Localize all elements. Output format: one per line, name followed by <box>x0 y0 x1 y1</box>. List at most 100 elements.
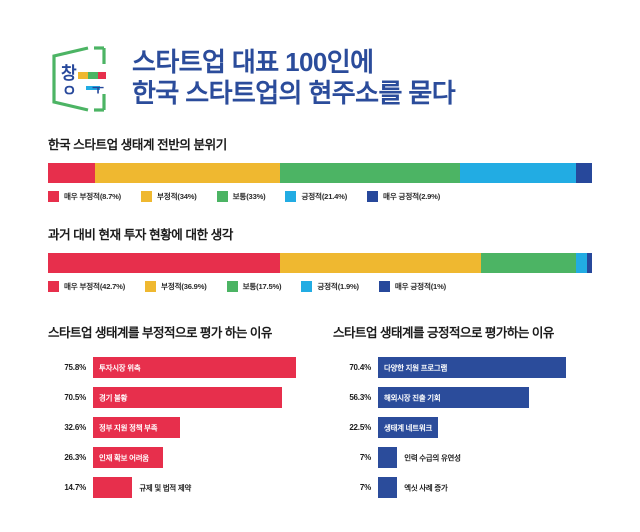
bar-fill <box>93 477 133 498</box>
bar-value-label: 22.5% <box>349 423 371 432</box>
svg-text:ㅇ: ㅇ <box>62 83 77 100</box>
bar-category-label: 투자시장 위축 <box>99 363 141 372</box>
legend-swatch-icon <box>141 191 153 202</box>
legend-item: 매우 부정적(42.7%) <box>48 281 125 292</box>
bar-track: 인력 수급의 유연성 <box>378 447 592 468</box>
bar-category-label: 경기 불황 <box>99 393 128 402</box>
legend-swatch-icon <box>285 191 297 202</box>
stacked-bar-overall-mood <box>48 163 592 183</box>
chart-positive-reasons: 스타트업 생태계를 긍정적으로 평가하는 이유 70.4% 다양한 지원 프로그… <box>333 322 592 507</box>
bar-track: 인재 확보 어려움 <box>93 447 307 468</box>
bar-category-label: 인재 확보 어려움 <box>99 453 149 462</box>
legend-investment-climate: 매우 부정적(42.7%) 부정적(36.9%) 보통(17.5%) 긍정적(1… <box>48 281 592 292</box>
reasons-columns: 스타트업 생태계를 부정적으로 평가 하는 이유 75.8% 투자시장 위축 7… <box>0 322 640 507</box>
legend-swatch-icon <box>226 281 238 292</box>
bar-category-label: 다양한 지원 프로그램 <box>384 363 448 372</box>
bar-fill <box>378 417 439 438</box>
svg-text:창: 창 <box>61 64 77 83</box>
stacked-bar-investment-climate <box>48 253 592 273</box>
legend-item: 긍정적(1.9%) <box>301 281 359 292</box>
legend-label: 매우 부정적(8.7%) <box>64 192 122 201</box>
chart-investment-climate: 과거 대비 현재 투자 현황에 대한 생각 매우 부정적(42.7%) 부정적(… <box>0 224 640 292</box>
page-header: 창 ㅇ ㅜ 창구 스타트업 대표 100인에 한국 스타트업의 현주소를 묻다 <box>0 0 640 112</box>
legend-label: 보통(33%) <box>232 192 266 201</box>
legend-item: 매우 부정적(8.7%) <box>48 191 121 202</box>
stacked-segment-negative <box>280 253 482 273</box>
bar-track: 규제 및 법적 제약 <box>93 477 307 498</box>
bar-value-label: 7% <box>359 453 371 462</box>
legend-overall-mood: 매우 부정적(8.7%) 부정적(34%) 보통(33%) 긍정적(21.4%)… <box>48 191 592 202</box>
bar-fill <box>93 357 296 378</box>
legend-item: 부정적(34%) <box>141 191 197 202</box>
bar-track: 엑싯 사례 증가 <box>378 477 592 498</box>
legend-item: 보통(33%) <box>216 191 266 202</box>
bar-row: 70.4% 다양한 지원 프로그램 <box>333 357 592 378</box>
stacked-segment-neutral <box>280 163 460 183</box>
page-title-line-2: 한국 스타트업의 현주소를 묻다 <box>132 78 456 108</box>
legend-label: 부정적(36.9%) <box>161 282 207 291</box>
chart-negative-reasons: 스타트업 생태계를 부정적으로 평가 하는 이유 75.8% 투자시장 위축 7… <box>48 322 307 507</box>
legend-item: 보통(17.5%) <box>226 281 282 292</box>
bar-value-label: 7% <box>359 483 371 492</box>
bar-value-label: 14.7% <box>64 483 86 492</box>
legend-label: 매우 긍정적(2.9%) <box>383 192 441 201</box>
bar-row: 14.7% 규제 및 법적 제약 <box>48 477 307 498</box>
bar-value-label: 26.3% <box>64 453 86 462</box>
legend-swatch-icon <box>216 191 228 202</box>
page-title: 스타트업 대표 100인에 한국 스타트업의 현주소를 묻다 <box>132 47 456 108</box>
legend-label: 보통(17.5%) <box>242 282 282 291</box>
legend-item: 매우 긍정적(1%) <box>378 281 446 292</box>
legend-swatch-icon <box>48 281 59 292</box>
stacked-segment-very-positive <box>576 163 592 183</box>
bar-track: 경기 불황 <box>93 387 307 408</box>
bar-fill <box>378 387 529 408</box>
bar-fill <box>378 357 567 378</box>
bar-row: 7% 엑싯 사례 증가 <box>333 477 592 498</box>
page-title-line-1: 스타트업 대표 100인에 <box>132 47 374 78</box>
bar-category-label: 엑싯 사례 증가 <box>404 483 448 492</box>
legend-label: 매우 부정적(42.7%) <box>64 282 126 291</box>
chart-title-positive-reasons: 스타트업 생태계를 긍정적으로 평가하는 이유 <box>333 326 554 340</box>
bar-track: 해외시장 진출 기회 <box>378 387 592 408</box>
bar-row: 75.8% 투자시장 위축 <box>48 357 307 378</box>
bar-value-label: 70.4% <box>349 363 371 372</box>
legend-swatch-icon <box>367 191 379 202</box>
legend-swatch-icon <box>378 281 390 292</box>
bar-category-label: 인력 수급의 유연성 <box>404 453 461 462</box>
bar-row: 26.3% 인재 확보 어려움 <box>48 447 307 468</box>
bar-fill <box>378 447 398 468</box>
svg-text:ㅜ: ㅜ <box>92 82 104 97</box>
bar-fill <box>378 477 398 498</box>
bar-track: 생태계 네트워크 <box>378 417 592 438</box>
legend-label: 긍정적(21.4%) <box>301 192 348 201</box>
stacked-segment-very-negative <box>48 253 281 273</box>
bar-fill <box>93 417 181 438</box>
bar-value-label: 32.6% <box>64 423 86 432</box>
legend-label: 부정적(34%) <box>157 192 197 201</box>
bar-row: 32.6% 정부 지원 정책 부족 <box>48 417 307 438</box>
bar-row: 7% 인력 수급의 유연성 <box>333 447 592 468</box>
legend-item: 부정적(36.9%) <box>145 281 207 292</box>
legend-label: 긍정적(1.9%) <box>317 282 359 291</box>
changgu-logo: 창 ㅇ ㅜ 창구 <box>48 44 120 112</box>
bar-row: 56.3% 해외시장 진출 기회 <box>333 387 592 408</box>
bar-track: 투자시장 위축 <box>93 357 307 378</box>
legend-label: 매우 긍정적(1%) <box>394 282 446 291</box>
bar-track: 정부 지원 정책 부족 <box>93 417 307 438</box>
bar-row: 22.5% 생태계 네트워크 <box>333 417 592 438</box>
bar-fill <box>93 447 164 468</box>
bar-category-label: 규제 및 법적 제약 <box>139 483 192 492</box>
stacked-segment-very-negative <box>48 163 96 183</box>
bar-category-label: 생태계 네트워크 <box>384 423 433 432</box>
legend-swatch-icon <box>48 191 59 202</box>
stacked-segment-very-positive <box>586 253 592 273</box>
bar-track: 다양한 지원 프로그램 <box>378 357 592 378</box>
stacked-segment-negative <box>95 163 281 183</box>
stacked-segment-positive <box>459 163 577 183</box>
legend-swatch-icon <box>301 281 313 292</box>
chart-title-overall-mood: 한국 스타트업 생태계 전반의 분위기 <box>48 138 227 152</box>
legend-item: 매우 긍정적(2.9%) <box>367 191 440 202</box>
stacked-segment-positive <box>576 253 587 273</box>
bar-fill <box>93 387 282 408</box>
stacked-segment-neutral <box>481 253 577 273</box>
